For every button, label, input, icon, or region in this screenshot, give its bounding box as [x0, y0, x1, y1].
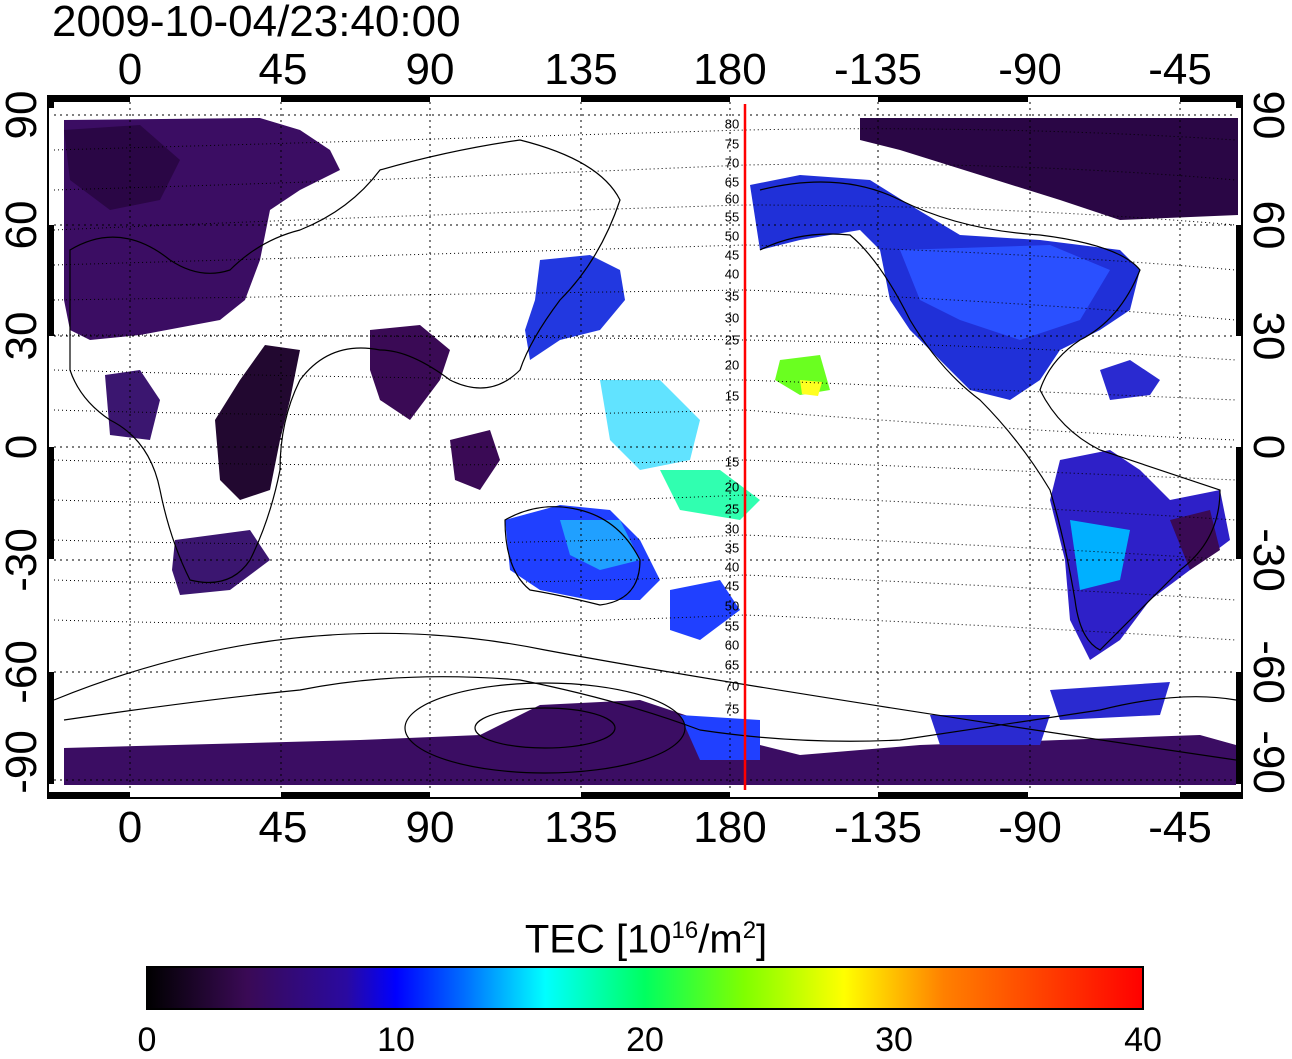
mlat-label: 55 — [724, 209, 740, 225]
top-lon-tick: 0 — [117, 45, 143, 94]
colorbar-tick: 30 — [875, 1021, 913, 1059]
colorbar-tick: 0 — [137, 1021, 157, 1059]
mlat-label: 35 — [724, 540, 740, 556]
bottom-lon-tick: -135 — [833, 803, 923, 852]
frame-checker-left — [48, 96, 54, 784]
map-timestamp-title: 2009-10-04/23:40:00 — [52, 0, 461, 46]
bottom-lon-tick: -45 — [1148, 803, 1212, 852]
colorbar — [146, 966, 1144, 1010]
mlat-label: 75 — [724, 136, 740, 152]
mlat-label: 50 — [724, 228, 740, 244]
mlat-label: 60 — [724, 637, 740, 653]
mlat-label: 30 — [724, 521, 740, 537]
bottom-lon-tick: 0 — [117, 803, 143, 852]
mlat-label: 70 — [724, 155, 740, 171]
top-lon-tick: 135 — [544, 45, 618, 94]
mlat-label: 60 — [724, 191, 740, 207]
top-lon-tick: 90 — [405, 45, 455, 94]
mlat-label: 15 — [724, 454, 740, 470]
coastlines — [63, 139, 1237, 742]
mlat-label: 40 — [724, 266, 740, 282]
mlat-label: 80 — [724, 116, 740, 132]
top-lon-tick: 45 — [258, 45, 308, 94]
colorbar-tick: 40 — [1124, 1021, 1162, 1059]
mlat-label: 40 — [724, 559, 740, 575]
mlat-label: 25 — [724, 501, 740, 517]
mlat-label: 55 — [724, 618, 740, 634]
frame-checker-right — [1236, 96, 1242, 784]
frame-checker-top — [48, 96, 1242, 102]
bottom-lon-tick: 180 — [693, 803, 767, 852]
mlat-label: 20 — [724, 357, 740, 373]
top-lon-tick: 180 — [693, 45, 767, 94]
mlat-label: 15 — [724, 388, 740, 404]
mlat-label: 35 — [724, 288, 740, 304]
top-lon-tick: -135 — [833, 45, 923, 94]
top-lon-tick: -45 — [1148, 45, 1212, 94]
bottom-lon-tick: 135 — [544, 803, 618, 852]
colorbar-label-unit-exponent: 2 — [742, 917, 757, 944]
magnetic-latitude-contours — [53, 128, 1237, 641]
colorbar-label-exponent: 16 — [671, 917, 699, 944]
colorbar-label-unit: /m — [698, 917, 743, 962]
mlat-label: 65 — [724, 657, 740, 673]
colorbar-tick: 20 — [626, 1021, 664, 1059]
bottom-lon-tick: 90 — [405, 803, 455, 852]
mlat-label: 50 — [724, 598, 740, 614]
frame-checker-bottom — [48, 792, 1242, 798]
mlat-label: 45 — [724, 247, 740, 263]
top-lon-tick: -90 — [998, 45, 1062, 94]
colorbar-label-close: ] — [756, 917, 768, 962]
colorbar-tick: 10 — [377, 1021, 415, 1059]
bottom-lon-tick: -90 — [998, 803, 1062, 852]
south-pole-contours — [53, 632, 1237, 774]
bottom-lon-tick: 45 — [258, 803, 308, 852]
mlat-label: 70 — [724, 678, 740, 694]
mlat-label: 75 — [724, 701, 740, 717]
mlat-label: 20 — [724, 479, 740, 495]
mlat-label: 65 — [724, 174, 740, 190]
mlat-label: 45 — [724, 578, 740, 594]
colorbar-label-text: TEC [10 — [524, 917, 672, 962]
mlat-label: 30 — [724, 310, 740, 326]
colorbar-label: TEC [1016/m2] — [0, 908, 1292, 962]
lat-lon-grid — [54, 102, 1236, 792]
mlat-label: 25 — [724, 332, 740, 348]
